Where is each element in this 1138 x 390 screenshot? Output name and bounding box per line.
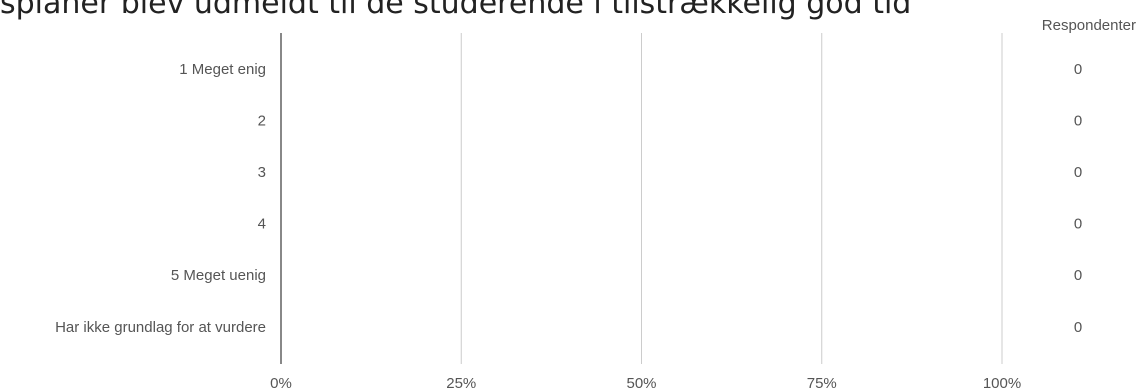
respondent-count: 0 [1074,112,1082,129]
x-tick-label: 75% [807,375,837,390]
x-tick-label: 50% [626,375,656,390]
respondents-header: Respondenter [1042,17,1136,34]
x-tick-label: 0% [270,375,292,390]
category-label: 4 [258,216,266,233]
x-tick-label: 25% [446,375,476,390]
category-label: 1 Meget enig [179,61,266,78]
chart-title: splaner blev udmeldt til de studerende i… [0,0,912,21]
category-label: 3 [258,164,266,181]
category-label: Har ikke grundlag for at vurdere [55,319,266,336]
respondent-count: 0 [1074,164,1082,181]
respondent-count: 0 [1074,61,1082,78]
respondent-count: 0 [1074,216,1082,233]
x-tick-label: 100% [983,375,1021,390]
category-label: 2 [258,112,266,129]
category-label: 5 Meget uenig [171,267,266,284]
respondent-count: 0 [1074,319,1082,336]
respondent-count: 0 [1074,267,1082,284]
